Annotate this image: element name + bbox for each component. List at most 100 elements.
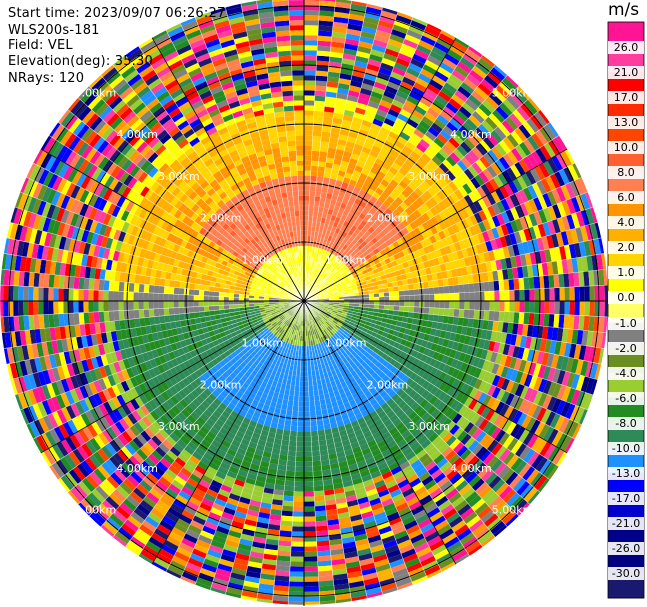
velocity-gate [401,127,414,137]
velocity-gate [138,393,149,405]
velocity-gate [383,475,396,485]
velocity-gate [551,354,560,369]
velocity-gate [308,320,311,326]
velocity-gate [471,498,486,512]
velocity-gate [269,401,277,408]
velocity-gate [164,511,179,523]
velocity-gate [403,198,413,208]
velocity-gate [551,398,562,414]
velocity-gate [77,480,92,496]
velocity-gate [325,284,331,289]
velocity-gate [338,134,349,142]
velocity-gate [288,601,304,605]
velocity-gate [394,196,404,206]
velocity-gate [413,209,422,219]
velocity-gate [290,551,304,557]
velocity-gate [495,105,509,120]
velocity-gate [454,292,460,301]
velocity-gate [477,465,491,479]
velocity-gate [355,491,368,500]
velocity-gate [370,426,380,436]
velocity-gate [391,99,405,109]
velocity-gate [290,556,304,562]
velocity-gate [539,249,547,264]
velocity-gate [289,390,295,396]
velocity-gate [318,206,324,213]
velocity-gate [435,495,449,508]
velocity-gate [424,59,440,71]
velocity-gate [388,291,395,297]
velocity-gate [258,583,275,591]
velocity-gate [564,301,570,315]
velocity-gate [372,285,379,291]
velocity-gate [307,370,312,377]
velocity-gate [442,159,454,171]
velocity-gate [342,480,354,488]
velocity-gate [343,485,355,493]
velocity-gate [368,307,374,312]
velocity-gate [475,158,487,172]
velocity-gate [454,524,470,537]
velocity-gate [179,435,191,446]
velocity-gate [339,317,346,322]
velocity-gate [156,552,172,565]
velocity-gate [273,585,290,592]
velocity-gate [463,335,471,346]
velocity-gate [335,97,347,105]
velocity-gate [361,510,374,519]
velocity-gate [318,314,323,319]
velocity-gate [495,225,505,238]
velocity-gate [435,344,443,354]
velocity-gate [482,136,495,150]
velocity-gate [455,460,468,473]
velocity-gate [120,392,131,404]
velocity-gate [329,457,339,465]
velocity-gate [507,322,514,334]
velocity-gate [451,202,461,214]
velocity-gate [296,320,299,326]
velocity-gate [321,324,327,330]
velocity-gate [313,318,317,324]
velocity-gate [259,507,272,514]
velocity-gate [467,274,474,284]
velocity-gate [409,363,417,373]
velocity-gate [91,510,107,525]
velocity-gate [320,311,326,315]
velocity-gate [226,534,241,544]
velocity-gate [202,452,214,462]
velocity-gate [423,333,430,342]
velocity-gate [392,66,406,77]
velocity-gate [429,385,439,396]
velocity-gate [260,323,267,329]
velocity-gate [278,393,285,400]
velocity-gate [197,572,215,583]
velocity-gate [206,516,220,526]
velocity-gate [476,403,487,416]
velocity-gate [563,273,570,288]
velocity-gate [156,373,166,384]
velocity-gate [286,379,292,386]
velocity-gate [574,286,580,301]
velocity-gate [460,448,472,461]
velocity-gate [309,320,312,326]
velocity-gate [414,486,427,497]
velocity-gate [333,291,339,295]
velocity-gate [269,457,279,465]
velocity-gate [404,254,412,262]
velocity-gate [514,218,524,232]
velocity-gate [486,361,495,373]
velocity-gate [418,551,434,563]
velocity-gate [336,92,348,100]
velocity-gate [580,392,591,409]
velocity-gate [73,431,86,446]
velocity-gate [502,246,511,259]
velocity-gate [347,504,360,512]
velocity-gate [444,347,452,357]
velocity-gate [385,422,396,432]
velocity-gate [361,474,373,483]
velocity-gate [519,141,532,157]
velocity-gate [475,446,488,459]
velocity-gate [320,278,326,284]
velocity-gate [288,322,293,328]
velocity-gate [358,262,365,269]
